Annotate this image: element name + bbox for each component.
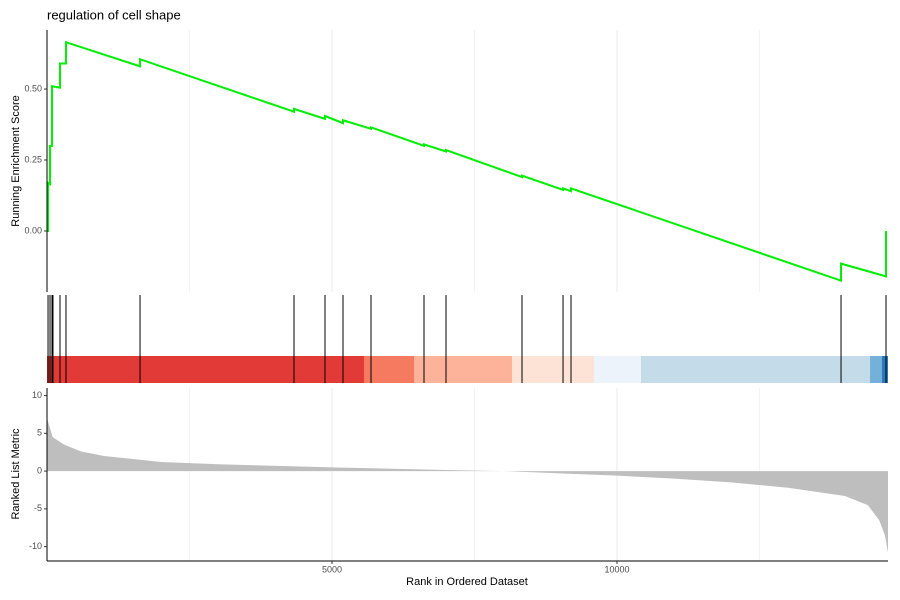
y-tick-label: -10	[29, 541, 42, 551]
x-tick-label: 10000	[604, 564, 629, 574]
x-tick-label: 5000	[322, 564, 342, 574]
color-band	[593, 356, 642, 383]
color-band	[870, 356, 883, 383]
y-tick-label: 0.00	[24, 225, 42, 235]
y-axis-label: Ranked List Metric	[10, 428, 22, 520]
y-tick-label: 5	[37, 428, 42, 438]
y-tick-label: 0.50	[24, 83, 42, 93]
y-tick-label: 0.25	[24, 154, 42, 164]
color-band	[363, 356, 415, 383]
metric-area	[47, 418, 888, 553]
color-band	[47, 356, 364, 383]
color-band	[512, 356, 594, 383]
y-axis-label: Running Enrichment Score	[10, 95, 22, 226]
y-tick-label: 0	[37, 465, 42, 475]
running-score-line	[47, 40, 888, 283]
color-band	[882, 356, 888, 383]
chart-title: regulation of cell shape	[47, 7, 181, 22]
y-tick-label: 10	[32, 390, 42, 400]
color-band	[641, 356, 871, 383]
y-tick-label: -5	[34, 503, 42, 513]
x-axis-label: Rank in Ordered Dataset	[406, 576, 528, 588]
color-band	[414, 356, 513, 383]
